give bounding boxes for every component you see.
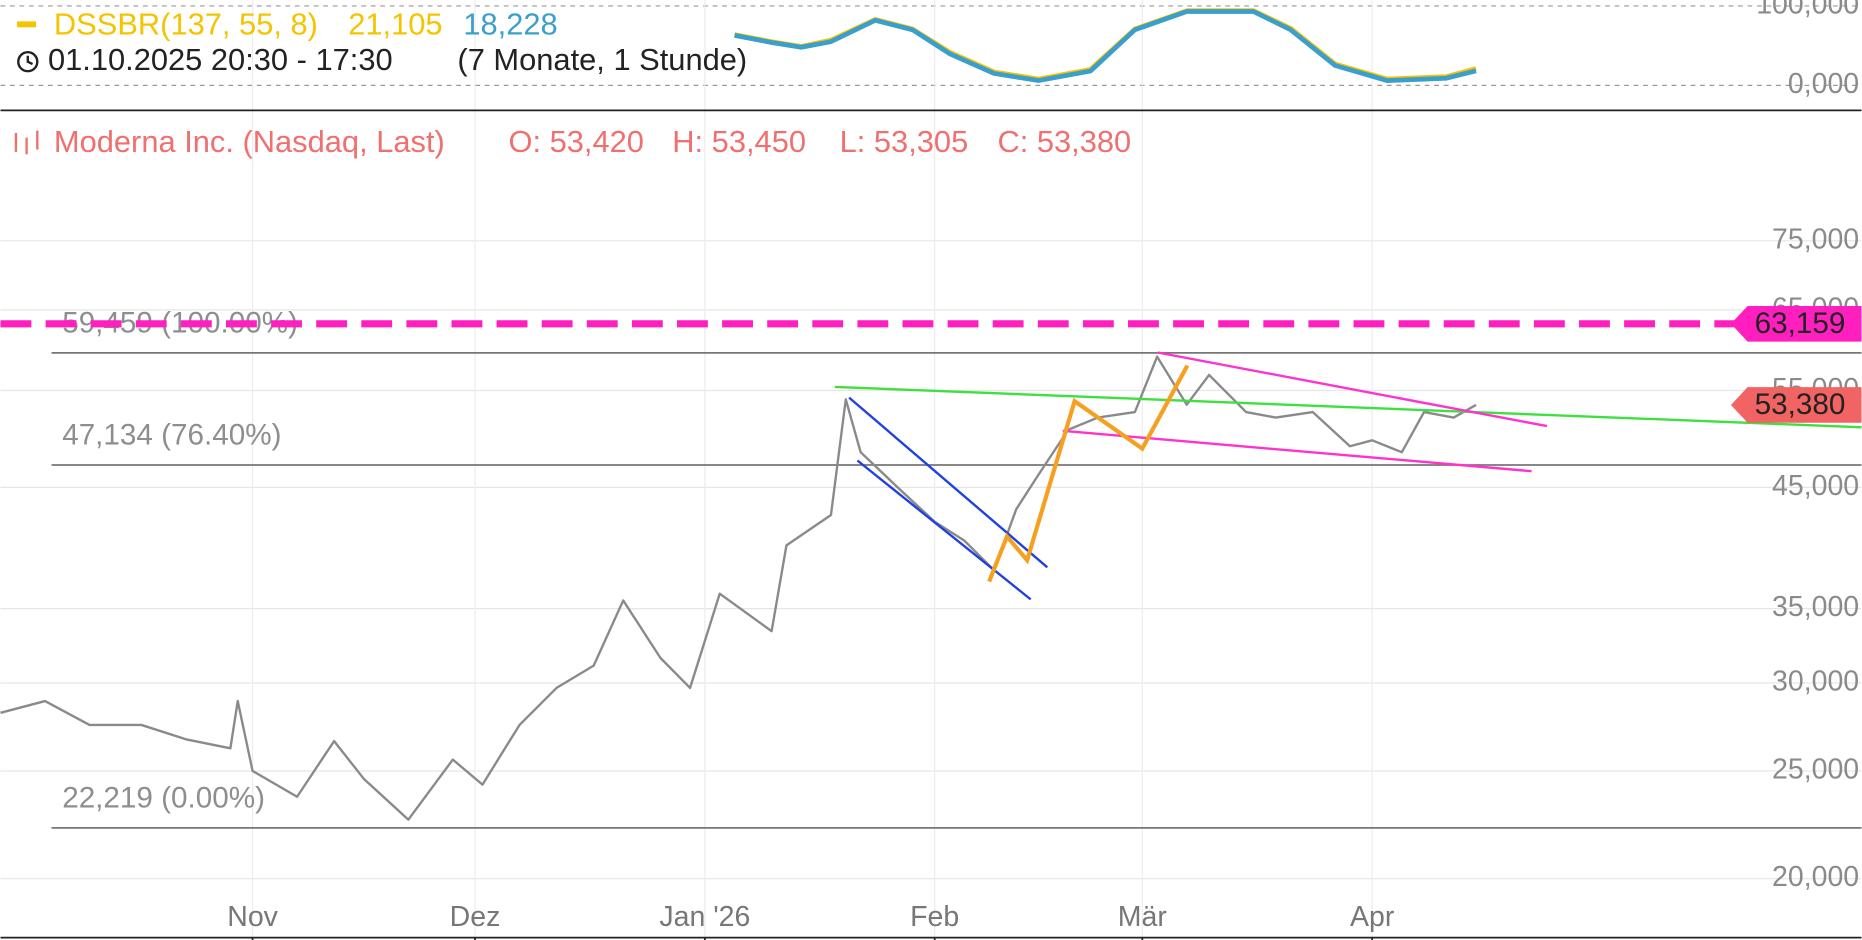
y-tick-label: 25,000 bbox=[1772, 754, 1859, 786]
instrument-title: Moderna Inc. (Nasdaq, Last) bbox=[54, 124, 445, 159]
y-tick-label: 35,000 bbox=[1772, 591, 1859, 623]
x-tick-label: Dez bbox=[450, 901, 501, 933]
clock-icon bbox=[17, 51, 39, 73]
y-tick-label: 45,000 bbox=[1772, 470, 1859, 502]
y-tick-label: 30,000 bbox=[1772, 666, 1859, 698]
ohlc-value: O: 53,420 bbox=[508, 124, 643, 159]
price-tag-label: 63,159 bbox=[1755, 307, 1846, 340]
fib-label: 47,134 (76.40%) bbox=[62, 418, 281, 451]
trendline bbox=[1062, 429, 1532, 473]
candle-icon bbox=[14, 130, 39, 155]
x-tick-label: Mär bbox=[1118, 901, 1167, 933]
trendline bbox=[848, 396, 1049, 569]
price-tag-label: 53,380 bbox=[1755, 388, 1846, 421]
x-tick-label: Apr bbox=[1350, 901, 1394, 933]
data-line bbox=[0, 355, 1477, 821]
ohlc-value: C: 53,380 bbox=[997, 124, 1131, 159]
x-tick-label: Feb bbox=[910, 901, 959, 933]
clock-hand bbox=[26, 55, 34, 66]
range-duration: (7 Monate, 1 Stunde) bbox=[457, 42, 747, 77]
indicator-title: DSSBR(137, 55, 8) bbox=[54, 6, 318, 41]
y-tick-label: 100,000 bbox=[1756, 0, 1859, 20]
x-tick-label: Nov bbox=[227, 901, 278, 933]
trendline bbox=[856, 459, 1032, 601]
data-line bbox=[734, 9, 1477, 83]
y-tick-label: 20,000 bbox=[1772, 861, 1859, 893]
trendlines bbox=[834, 351, 1862, 601]
trendline bbox=[1157, 351, 1548, 428]
ohlc-value: H: 53,450 bbox=[672, 124, 806, 159]
y-tick-label: 0,000 bbox=[1788, 68, 1859, 100]
y-tick-label: 75,000 bbox=[1772, 223, 1859, 255]
x-tick-label: Jan '26 bbox=[659, 901, 750, 933]
fib-label: 22,219 (0.00%) bbox=[62, 781, 265, 814]
indicator-value: 21,105 bbox=[348, 6, 442, 41]
wave-drawing bbox=[987, 364, 1190, 583]
price-tag bbox=[1730, 387, 1862, 423]
trendline bbox=[834, 385, 1862, 429]
indicator-value: 18,228 bbox=[463, 6, 557, 41]
data-line bbox=[734, 8, 1477, 82]
price-tag bbox=[1730, 305, 1862, 342]
ohlc-value: L: 53,305 bbox=[840, 124, 969, 159]
legend-icon bbox=[17, 21, 37, 28]
date-range: 01.10.2025 20:30 - 17:30 bbox=[48, 42, 393, 77]
